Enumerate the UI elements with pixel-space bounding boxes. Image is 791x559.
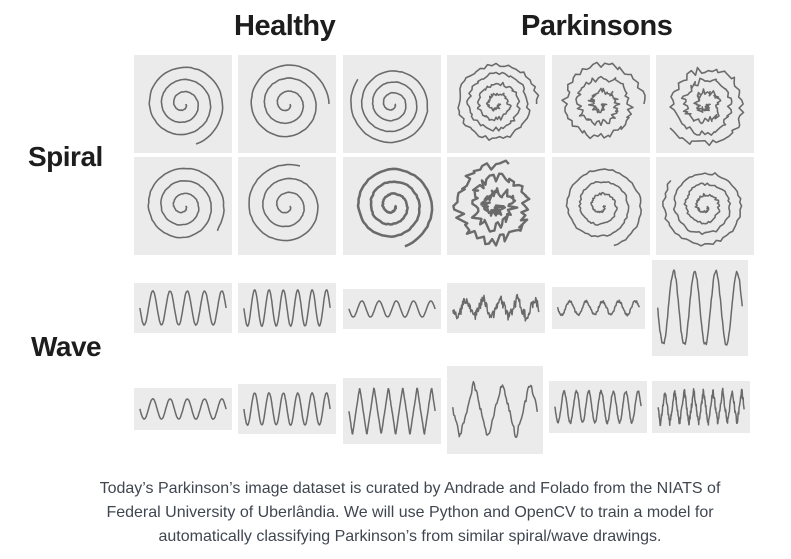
healthy-wave-drawing <box>134 283 232 333</box>
healthy-spiral-drawing <box>343 157 441 255</box>
healthy-spiral-drawing <box>134 55 232 153</box>
healthy-wave-drawing <box>343 378 441 444</box>
parkinsons-spiral-drawing <box>656 157 754 255</box>
healthy-header: Healthy <box>234 10 336 42</box>
caption-line-1: Today’s Parkinson’s image dataset is cur… <box>99 480 721 497</box>
healthy-wave-drawing <box>238 283 336 333</box>
healthy-wave-drawing <box>343 289 441 329</box>
spiral-row-label: Spiral <box>28 141 103 172</box>
parkinsons-spiral-drawing <box>552 157 650 255</box>
caption-line-3: automatically classifying Parkinson’s fr… <box>158 528 662 545</box>
healthy-spiral-drawing <box>134 157 232 255</box>
parkinsons-spiral-drawing <box>447 157 545 255</box>
parkinsons-wave-drawing <box>552 287 645 329</box>
parkinsons-wave-drawing <box>652 381 750 433</box>
parkinsons-spiral-drawing <box>552 55 650 153</box>
caption-line-2: Federal University of Uberlândia. We wil… <box>106 504 714 521</box>
parkinsons-spiral-drawing <box>656 55 754 153</box>
parkinsons-wave-drawing <box>652 260 748 356</box>
healthy-spiral-drawing <box>238 157 336 255</box>
caption: Today’s Parkinson’s image dataset is cur… <box>40 477 780 549</box>
healthy-wave-drawing <box>238 384 336 434</box>
healthy-spiral-drawing <box>238 55 336 153</box>
parkinsons-wave-drawing <box>447 283 545 333</box>
parkinsons-header: Parkinsons <box>521 10 673 42</box>
parkinsons-spiral-drawing <box>447 55 545 153</box>
healthy-spiral-drawing <box>343 55 441 153</box>
parkinsons-wave-drawing <box>549 381 647 433</box>
wave-row-label: Wave <box>31 331 102 362</box>
healthy-wave-drawing <box>134 388 232 430</box>
parkinsons-wave-drawing <box>447 366 543 454</box>
